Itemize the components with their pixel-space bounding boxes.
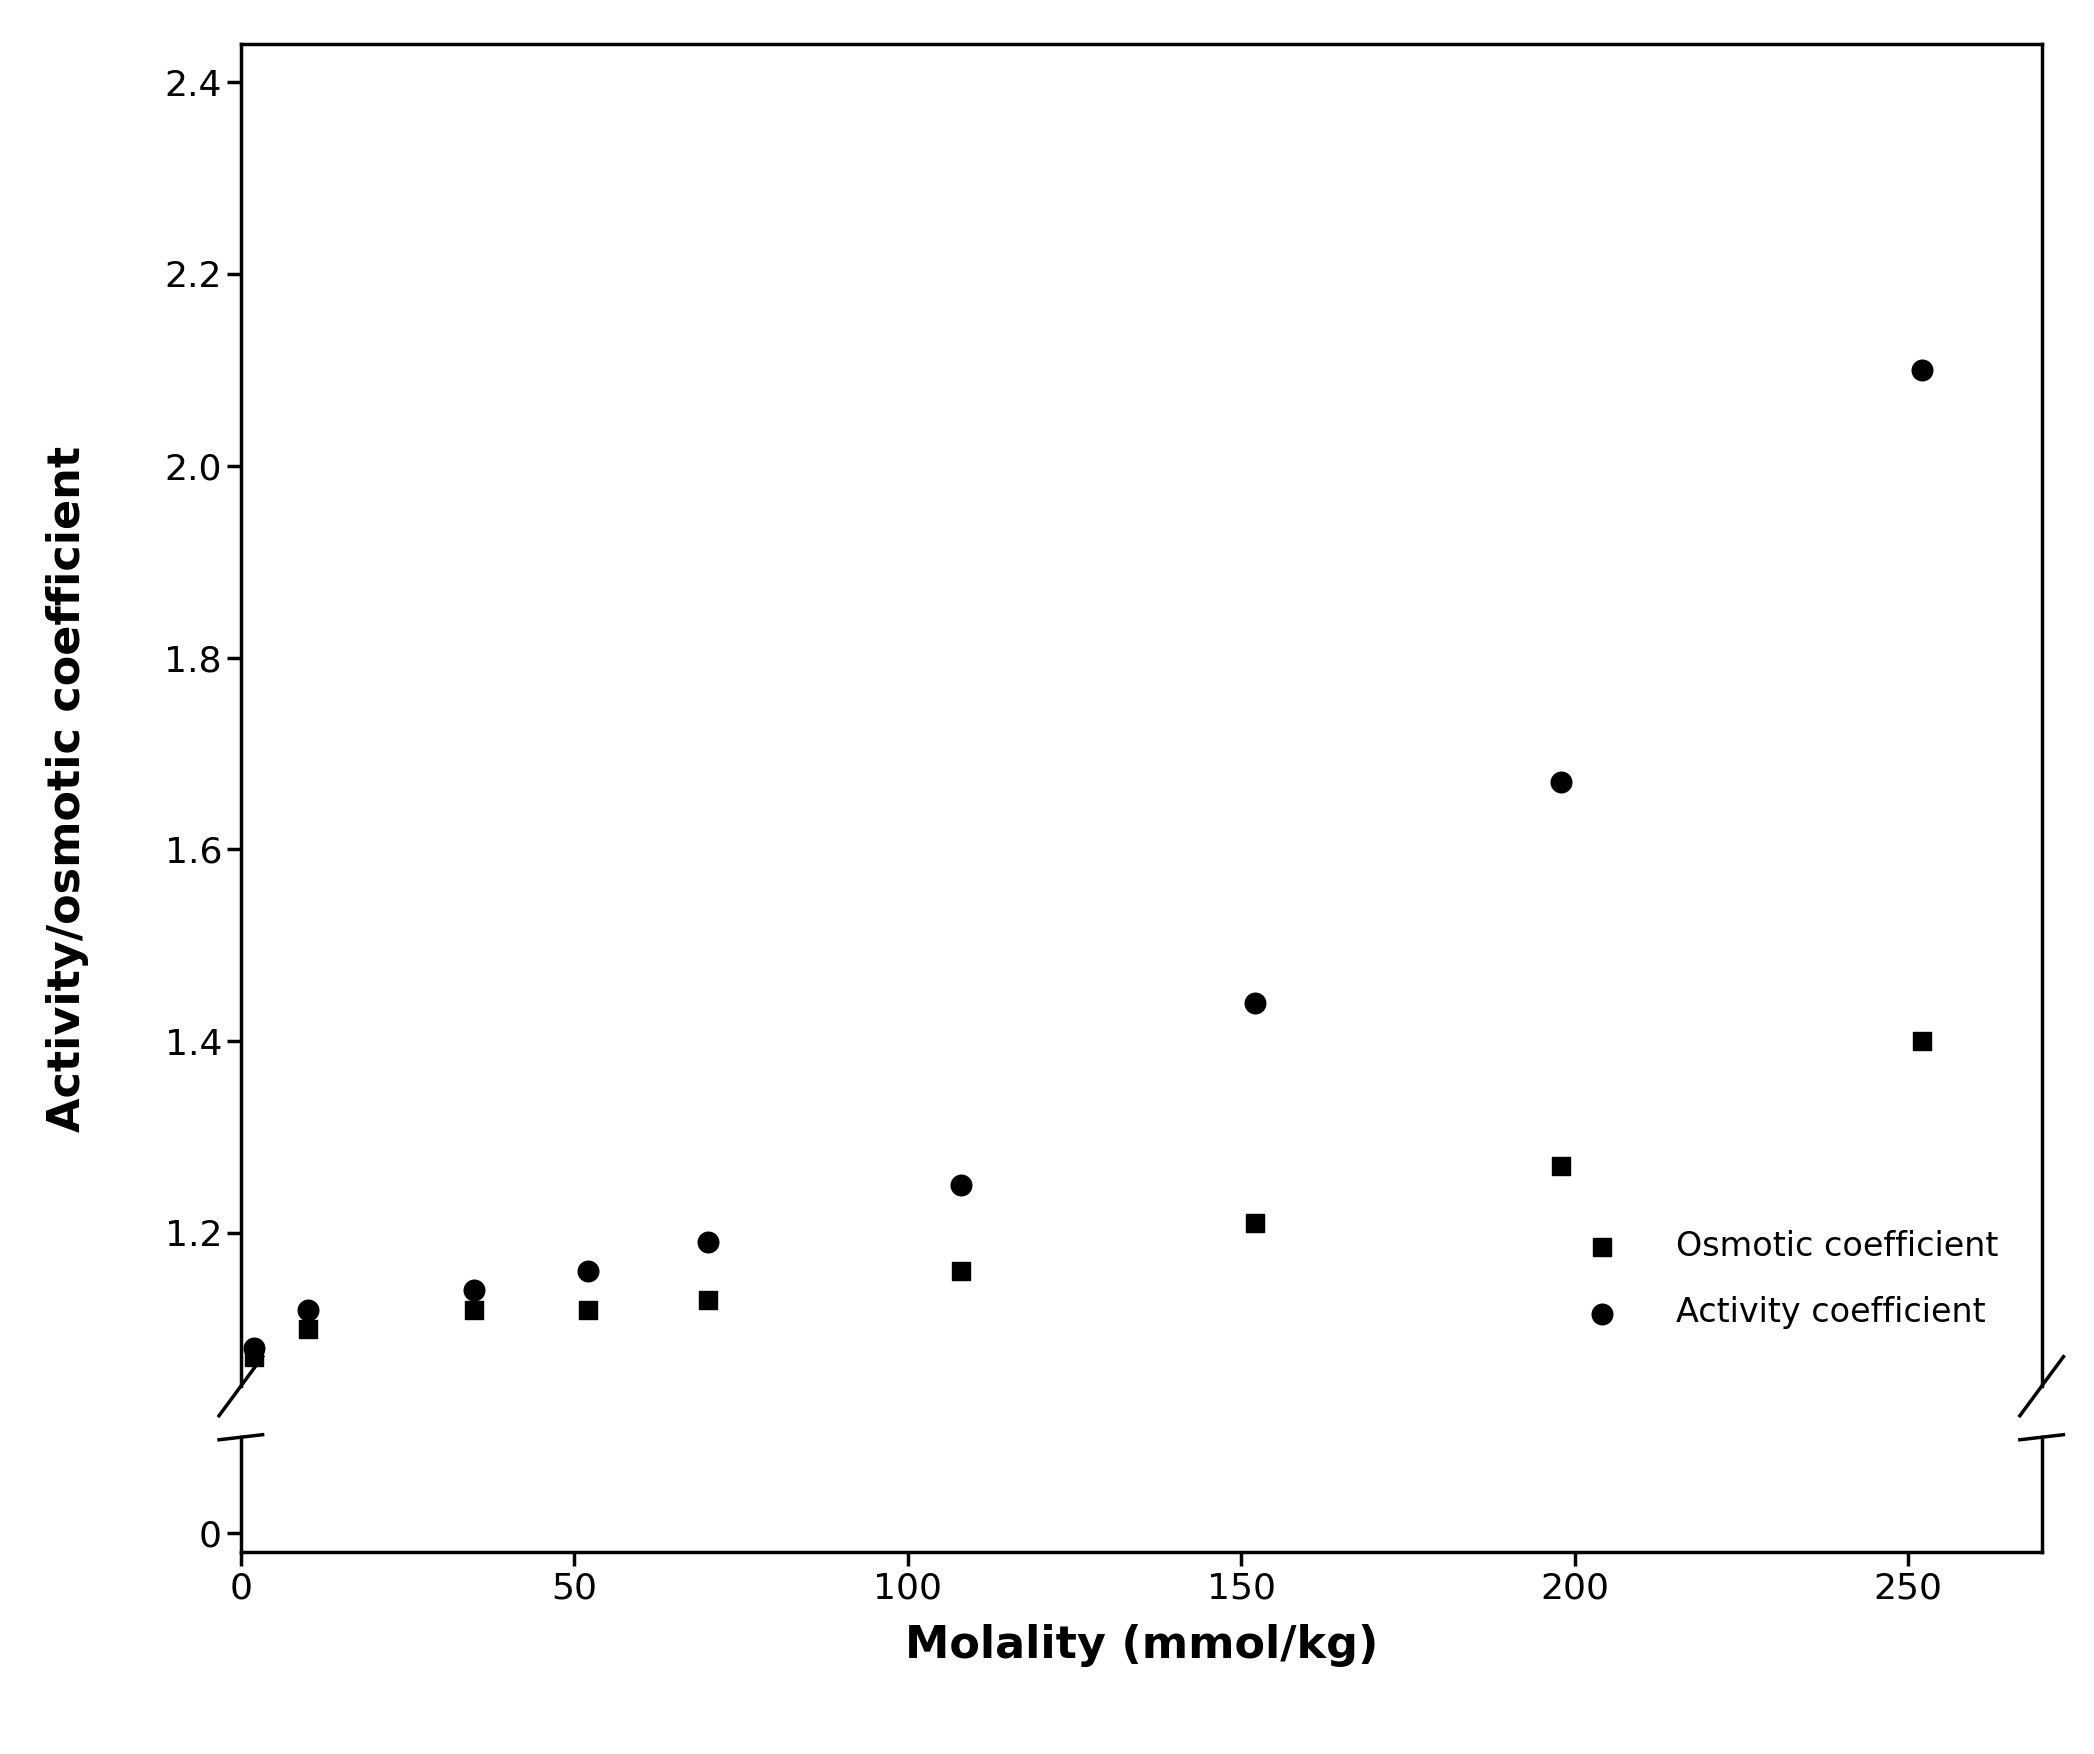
Point [572, 1258, 605, 1286]
Text: Activity/osmotic coefficient: Activity/osmotic coefficient [46, 446, 88, 1133]
Legend: Osmotic coefficient, Activity coefficient: Osmotic coefficient, Activity coefficien… [1568, 1230, 1998, 1330]
Point [1545, 1152, 1579, 1180]
Point [691, 1228, 725, 1256]
Point [572, 1296, 605, 1324]
Point [1238, 1209, 1271, 1237]
Point [691, 1286, 725, 1314]
Point [1238, 989, 1271, 1017]
Point [456, 1296, 490, 1324]
Point [1906, 1028, 1939, 1056]
Point [1906, 356, 1939, 384]
Point [291, 1296, 325, 1324]
Point [237, 1344, 270, 1372]
Point [291, 1316, 325, 1344]
Point [1545, 768, 1579, 796]
X-axis label: Molality (mmol/kg): Molality (mmol/kg) [905, 1624, 1378, 1668]
Point [944, 1172, 978, 1200]
Point [944, 1258, 978, 1286]
Point [237, 1333, 270, 1361]
Point [456, 1277, 490, 1305]
